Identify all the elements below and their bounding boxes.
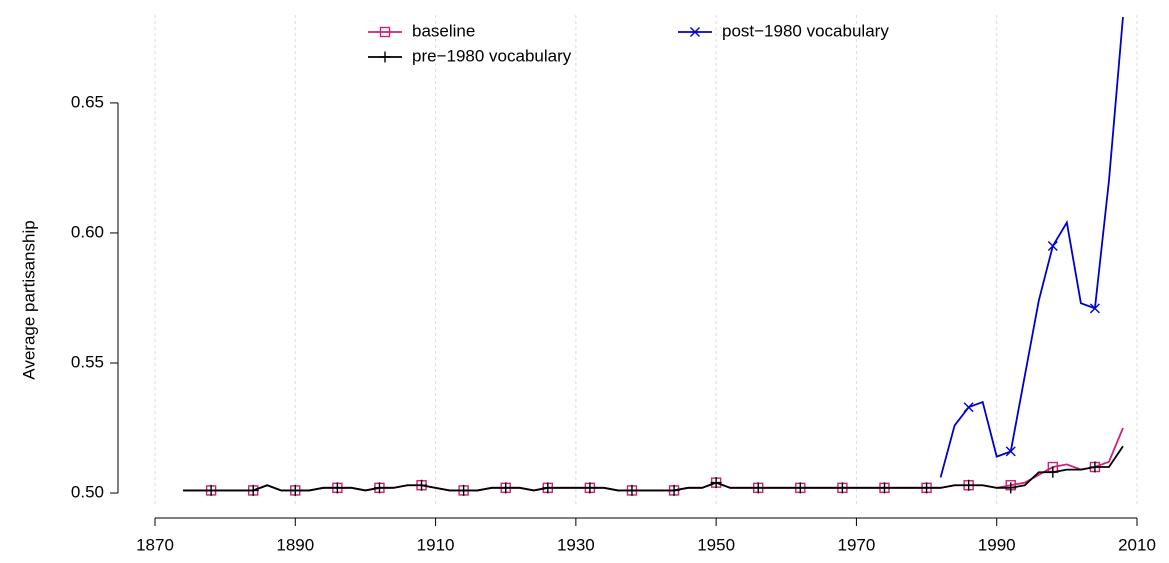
y-tick-label: 0.50 [71,483,104,502]
marker [963,402,974,413]
y-tick-label: 0.65 [71,92,104,111]
marker [668,484,680,496]
y-tick-label: 0.60 [71,222,104,241]
x-tick-label: 1970 [838,535,876,554]
series-line [183,445,1124,492]
marker [1047,240,1058,251]
marker [247,484,259,496]
marker [836,482,848,494]
marker [542,482,554,494]
marker [1089,461,1101,473]
marker [1005,446,1016,457]
marker [752,482,764,494]
marker [710,477,722,489]
marker [1047,466,1059,478]
series-line [939,17,1124,478]
marker [584,482,596,494]
marker [1089,303,1100,314]
marker [289,484,301,496]
marker [458,484,470,496]
marker [416,479,428,491]
legend-label: post−1980 vocabulary [722,21,889,40]
marker [690,27,700,37]
y-tick-label: 0.55 [71,352,104,371]
legend-label: pre−1980 vocabulary [412,46,572,65]
marker [921,482,933,494]
x-tick-label: 2010 [1118,535,1156,554]
marker [379,51,391,63]
x-tick-label: 1870 [136,535,174,554]
marker [963,479,975,491]
marker [379,26,391,38]
x-tick-label: 1890 [276,535,314,554]
legend-label: baseline [412,21,475,40]
marker [500,482,512,494]
x-tick-label: 1930 [557,535,595,554]
y-axis-title: Average partisanship [19,220,38,379]
marker [373,482,385,494]
marker [331,482,343,494]
marker [626,484,638,496]
marker [878,482,890,494]
marker [205,484,217,496]
x-tick-label: 1990 [978,535,1016,554]
x-tick-label: 1950 [697,535,735,554]
marker [794,482,806,494]
series-line [183,427,1124,492]
marker [1005,482,1017,494]
x-tick-label: 1910 [417,535,455,554]
